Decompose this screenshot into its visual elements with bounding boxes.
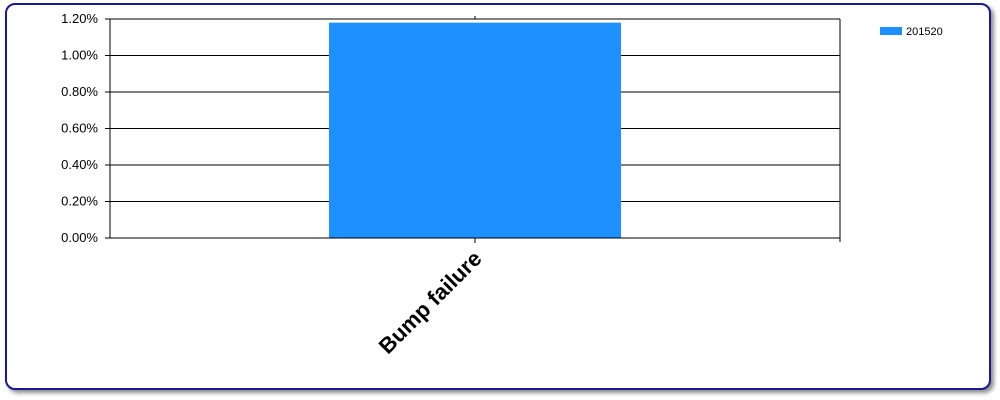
y-tick-label: 0.20% [61, 194, 98, 209]
y-tick-label: 0.00% [61, 230, 98, 245]
y-tick-labels: 0.00% 0.20% 0.40% 0.60% 0.80% 1.00% 1.20% [61, 11, 98, 245]
legend-label: 201520 [906, 26, 943, 38]
y-tick-label: 0.40% [61, 157, 98, 172]
x-category-labels: Bump failure [374, 246, 487, 359]
legend-swatch [880, 27, 902, 35]
y-tick-label: 0.80% [61, 84, 98, 99]
x-category-label: Bump failure [374, 246, 487, 359]
y-tick-label: 1.00% [61, 48, 98, 63]
y-tick-label: 0.60% [61, 121, 98, 136]
legend: 201520 [880, 26, 943, 38]
axes [105, 16, 841, 243]
bars [329, 22, 621, 239]
bar-bump-failure [329, 22, 621, 239]
y-tick-label: 1.20% [61, 11, 98, 26]
